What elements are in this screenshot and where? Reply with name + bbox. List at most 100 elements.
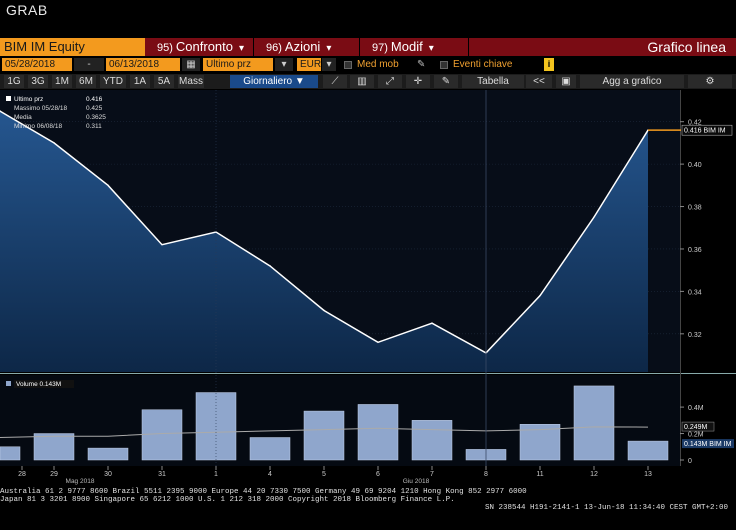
moving-average-checkbox[interactable] [344,61,352,69]
volume-bar [87,447,129,461]
actions-button[interactable]: 96) Azioni ▾ [254,38,359,56]
x-tick-label: 5 [322,471,326,478]
period-button[interactable]: 3G [28,75,48,88]
line-chart-icon[interactable]: ⟋ [323,75,347,88]
chart-title: Grafico linea [647,39,726,55]
actions-number: 96) [266,42,282,54]
volume-legend-label: Volume 0.143M [16,381,61,388]
x-tick-label: 6 [376,471,380,478]
chevron-down-icon: ▾ [239,43,245,54]
y-tick-label: 0.38 [688,205,702,212]
price-area [0,111,648,372]
currency-select[interactable]: EUR [297,58,321,71]
key-events-checkbox[interactable] [440,61,448,69]
legend-min-label: Minimo 06/08/18 [14,123,62,130]
volume-y-tick-label: 0.4M [688,405,704,412]
calendar-icon[interactable]: ▦ [182,58,200,71]
edit-number: 97) [372,42,388,54]
legend-max-value: 0.425 [86,105,103,112]
period-button[interactable]: 6M [76,75,96,88]
x-tick-label: 29 [50,471,58,478]
add-to-chart-button[interactable]: Agg a grafico [580,75,684,88]
frequency-label: Giornaliero [243,76,293,87]
period-button[interactable]: 1A [130,75,150,88]
edit-button[interactable]: 97) Modif ▾ [360,38,468,56]
compare-label: Confronto [175,39,233,54]
footer-line-2: Japan 81 3 3201 8900 Singapore 65 6212 1… [0,496,455,504]
volume-legend: Volume 0.143M [6,380,74,388]
volume-legend-box [14,380,74,388]
volume-average-line [0,426,649,439]
field-select[interactable]: Ultimo prz [203,58,273,71]
legend-last-value: 0.416 [86,96,103,103]
volume-bar [357,404,399,461]
edit-label: Modif [390,39,423,54]
y-tick-label: 0.32 [688,332,702,339]
volume-bar [627,440,669,461]
volume-y-tick-label: 0 [688,458,692,465]
collapse-button[interactable]: << [526,75,552,88]
volume-average-tag-box [681,421,715,432]
zoom-icon[interactable]: ⤢ [378,75,402,88]
divider [253,38,254,56]
volume-bar [0,446,21,461]
y-tick-label: 0.42 [688,120,702,127]
volume-bar [33,433,75,461]
period-button[interactable]: 1G [4,75,24,88]
volume-bar [141,409,183,461]
volume-last-tag-box [682,439,734,449]
chart-add-icon[interactable]: ▣ [556,75,576,88]
price-tag-box [681,124,733,136]
security-field[interactable]: BIM IM Equity [0,38,145,56]
divider [468,38,469,56]
period-button[interactable]: Mass [178,75,204,88]
frequency-select[interactable]: Giornaliero ▼ [230,75,318,88]
chevron-down-icon: ▼ [294,76,305,87]
chevron-down-icon: ▾ [428,43,434,54]
bar-chart-icon[interactable]: ▥ [350,75,374,88]
info-icon[interactable]: i [544,58,554,71]
x-tick-label: 13 [644,471,652,478]
x-tick-label: 7 [430,471,434,478]
compare-button[interactable]: 95) Confronto ▾ [145,38,253,56]
x-tick-label: 8 [484,471,488,478]
period-button[interactable]: 5A [154,75,174,88]
legend-avg-value: 0.3625 [86,114,106,121]
volume-y-tick-label: 0.2M [688,432,704,439]
chevron-down-icon[interactable]: ▾ [322,58,336,71]
volume-last-tag: 0.143M BIM IM [684,441,732,448]
volume-bar [573,385,615,461]
x-tick-label: 31 [158,471,166,478]
start-date-field[interactable]: 05/28/2018 [2,58,72,71]
period-button[interactable]: YTD [100,75,126,88]
y-tick-label: 0.36 [688,247,702,254]
x-tick-label: 12 [590,471,598,478]
volume-legend-swatch [6,381,11,386]
last-legend-swatch [6,96,11,101]
y-tick-label: 0.34 [688,289,702,296]
period-button[interactable]: 1M [52,75,72,88]
volume-average-tag: 0.249M [684,424,708,431]
chevron-down-icon[interactable]: ▾ [275,58,293,71]
table-button[interactable]: Tabella [462,75,524,88]
price-volume-chart: 0.42 0.40 0.38 0.36 0.34 0.32 0.416 BIM IM 0.… [0,90,736,485]
x-tick-label: 11 [536,471,543,478]
moving-average-label: Med mob [357,59,399,70]
legend-max-label: Massimo 05/28/18 [14,105,67,112]
date-separator: - [74,58,104,71]
x-tick-label: 28 [18,471,26,478]
actions-label: Azioni [284,39,321,54]
command-bar [0,38,736,56]
price-line [0,110,649,354]
legend-last-label: Ultimo prz [14,96,43,103]
y-tick-label: 0.40 [688,162,702,169]
window-title: GRAB [6,2,48,18]
x-tick-label: 1 [214,471,218,478]
legend-avg-label: Media [14,114,32,121]
divider [359,38,360,56]
annotate-icon[interactable]: ✎ [434,75,458,88]
crosshair-icon[interactable]: ✛ [406,75,430,88]
pencil-icon[interactable]: ✎ [417,59,426,70]
settings-icon[interactable]: ⚙ [688,75,732,88]
end-date-field[interactable]: 06/13/2018 [106,58,180,71]
